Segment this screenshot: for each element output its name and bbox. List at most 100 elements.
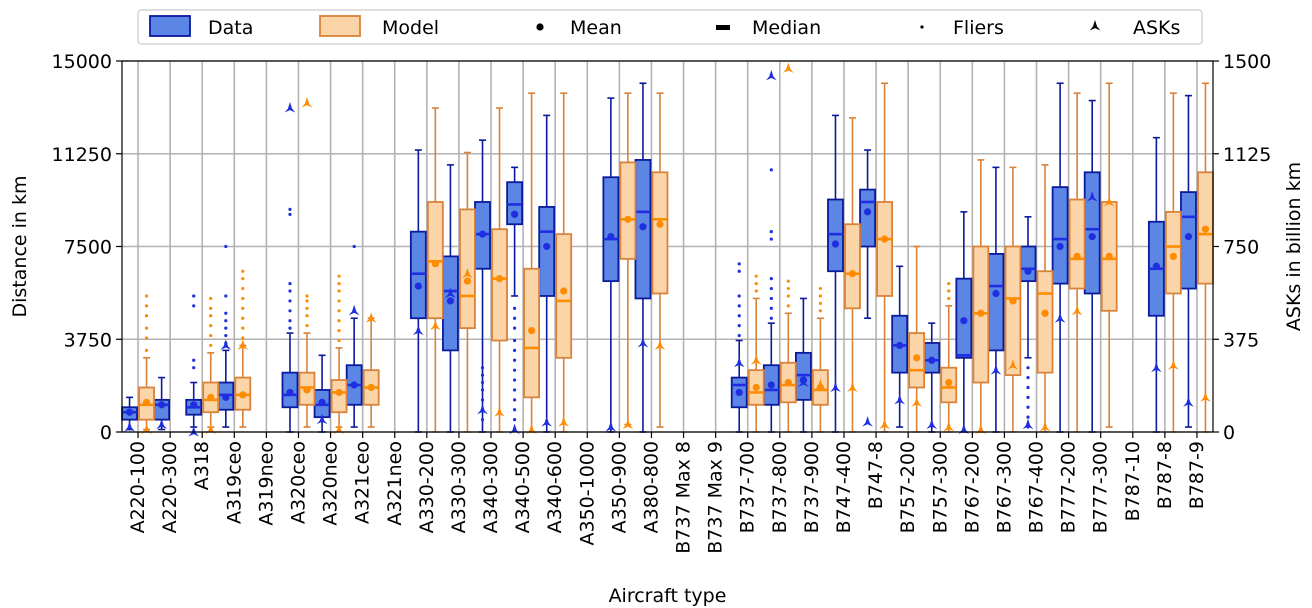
mean-dot [848, 270, 857, 278]
ask-marker [301, 97, 313, 108]
iqr-box [555, 233, 573, 359]
iqr-box [1164, 210, 1182, 295]
flier-dot [513, 408, 517, 412]
mean-dot [863, 208, 872, 216]
ask-marker [462, 267, 473, 279]
iqr-box [1019, 245, 1037, 283]
ask-marker [926, 418, 938, 430]
box-model [1068, 92, 1086, 433]
ask-marker [894, 393, 906, 405]
box-model [1004, 166, 1022, 433]
x-tick-label: A319ceo [223, 441, 245, 524]
y-right-tick-label: 750 [1223, 237, 1259, 259]
iqr-box [844, 223, 861, 310]
x-tick-label: B777-200 [1058, 441, 1080, 533]
legend-label: Mean [570, 17, 622, 39]
flier-dot [305, 294, 309, 298]
ask-marker [605, 421, 617, 432]
mean-dot [1105, 252, 1113, 260]
box-data [217, 244, 235, 428]
box-model [459, 151, 476, 433]
x-tick-label: B737 Max 9 [705, 441, 727, 554]
flier-dot [737, 262, 741, 266]
x-tick-label: A220-100 [127, 441, 149, 533]
box-model [747, 274, 765, 433]
mean-dot [239, 391, 247, 399]
flier-dot [513, 326, 517, 330]
box-data [859, 149, 876, 427]
flier-dot [288, 319, 292, 323]
flier-dot [737, 333, 741, 338]
flier-dot [947, 282, 951, 286]
mean-dot [913, 354, 921, 362]
ask-marker [284, 101, 296, 113]
flier-dot [241, 286, 245, 291]
mean-dot [190, 401, 198, 409]
flier-dot [754, 274, 758, 278]
mean-dot [158, 401, 166, 409]
box-data [153, 376, 171, 431]
y-right-tick-label: 375 [1223, 329, 1259, 351]
flier-dot [224, 311, 228, 315]
x-tick-label: A340-600 [544, 441, 566, 533]
flier-dot [480, 366, 485, 370]
flier-dot [337, 289, 341, 293]
y-axis-right-label: ASKs in billion km [1283, 162, 1305, 331]
x-tick-label: B737 Max 8 [673, 441, 695, 554]
flier-dot [480, 380, 485, 385]
ask-marker [1071, 304, 1083, 316]
box-data [185, 294, 203, 437]
flier-dot [305, 324, 309, 328]
x-tick-label: A330-300 [448, 441, 470, 533]
mean-dot [1041, 309, 1049, 317]
flier-dot [480, 398, 485, 402]
iqr-box [1180, 191, 1197, 290]
box-data [409, 149, 427, 433]
flier-dot [192, 294, 196, 298]
x-tick-label: B757-200 [897, 441, 919, 533]
y-tick-label: 11250 [52, 144, 112, 166]
flier-dot [513, 418, 517, 422]
flier-dot [1026, 385, 1030, 390]
mean-dot [1073, 252, 1081, 260]
ask-marker [188, 426, 200, 437]
flier-dot [224, 319, 228, 323]
flier-dot [288, 289, 292, 293]
flier-dot [209, 314, 213, 318]
box-data [923, 322, 941, 433]
flier-dot [737, 269, 741, 273]
ask-marker [156, 418, 168, 430]
x-tick-label: A380-800 [640, 441, 662, 533]
x-tick-label: A350-900 [608, 441, 630, 533]
legend-swatch-model [319, 15, 361, 37]
y-tick-label: 7500 [64, 237, 112, 259]
flier-dot [144, 294, 149, 298]
flier-dot [786, 279, 790, 283]
mean-dot [784, 378, 792, 387]
mean-dot [318, 398, 326, 406]
flier-dot [337, 338, 341, 343]
flier-dot [818, 286, 822, 291]
flier-dot [209, 343, 213, 348]
flier-dot [1026, 395, 1030, 399]
y-tick-label: 15000 [52, 51, 112, 73]
mean-dot [414, 282, 422, 290]
ask-marker [1007, 359, 1019, 370]
x-tick-label: B787-10 [1122, 441, 1144, 521]
box-groups [121, 62, 1214, 437]
flier-dot [192, 304, 196, 308]
ask-marker [494, 406, 505, 417]
flier-dot [337, 299, 341, 303]
legend-swatch-median [716, 25, 730, 30]
x-tick-label: A321ceo [352, 441, 374, 524]
x-tick-label: B787-8 [1154, 441, 1176, 509]
box-data [634, 82, 652, 433]
flier-dot [337, 282, 341, 286]
y-right-tick-label: 0 [1223, 422, 1235, 444]
x-tick-label: B737-800 [769, 441, 791, 533]
x-tick-label: B737-700 [737, 441, 759, 533]
mean-dot [286, 388, 294, 397]
box-data [955, 211, 973, 435]
mean-dot [880, 235, 889, 243]
